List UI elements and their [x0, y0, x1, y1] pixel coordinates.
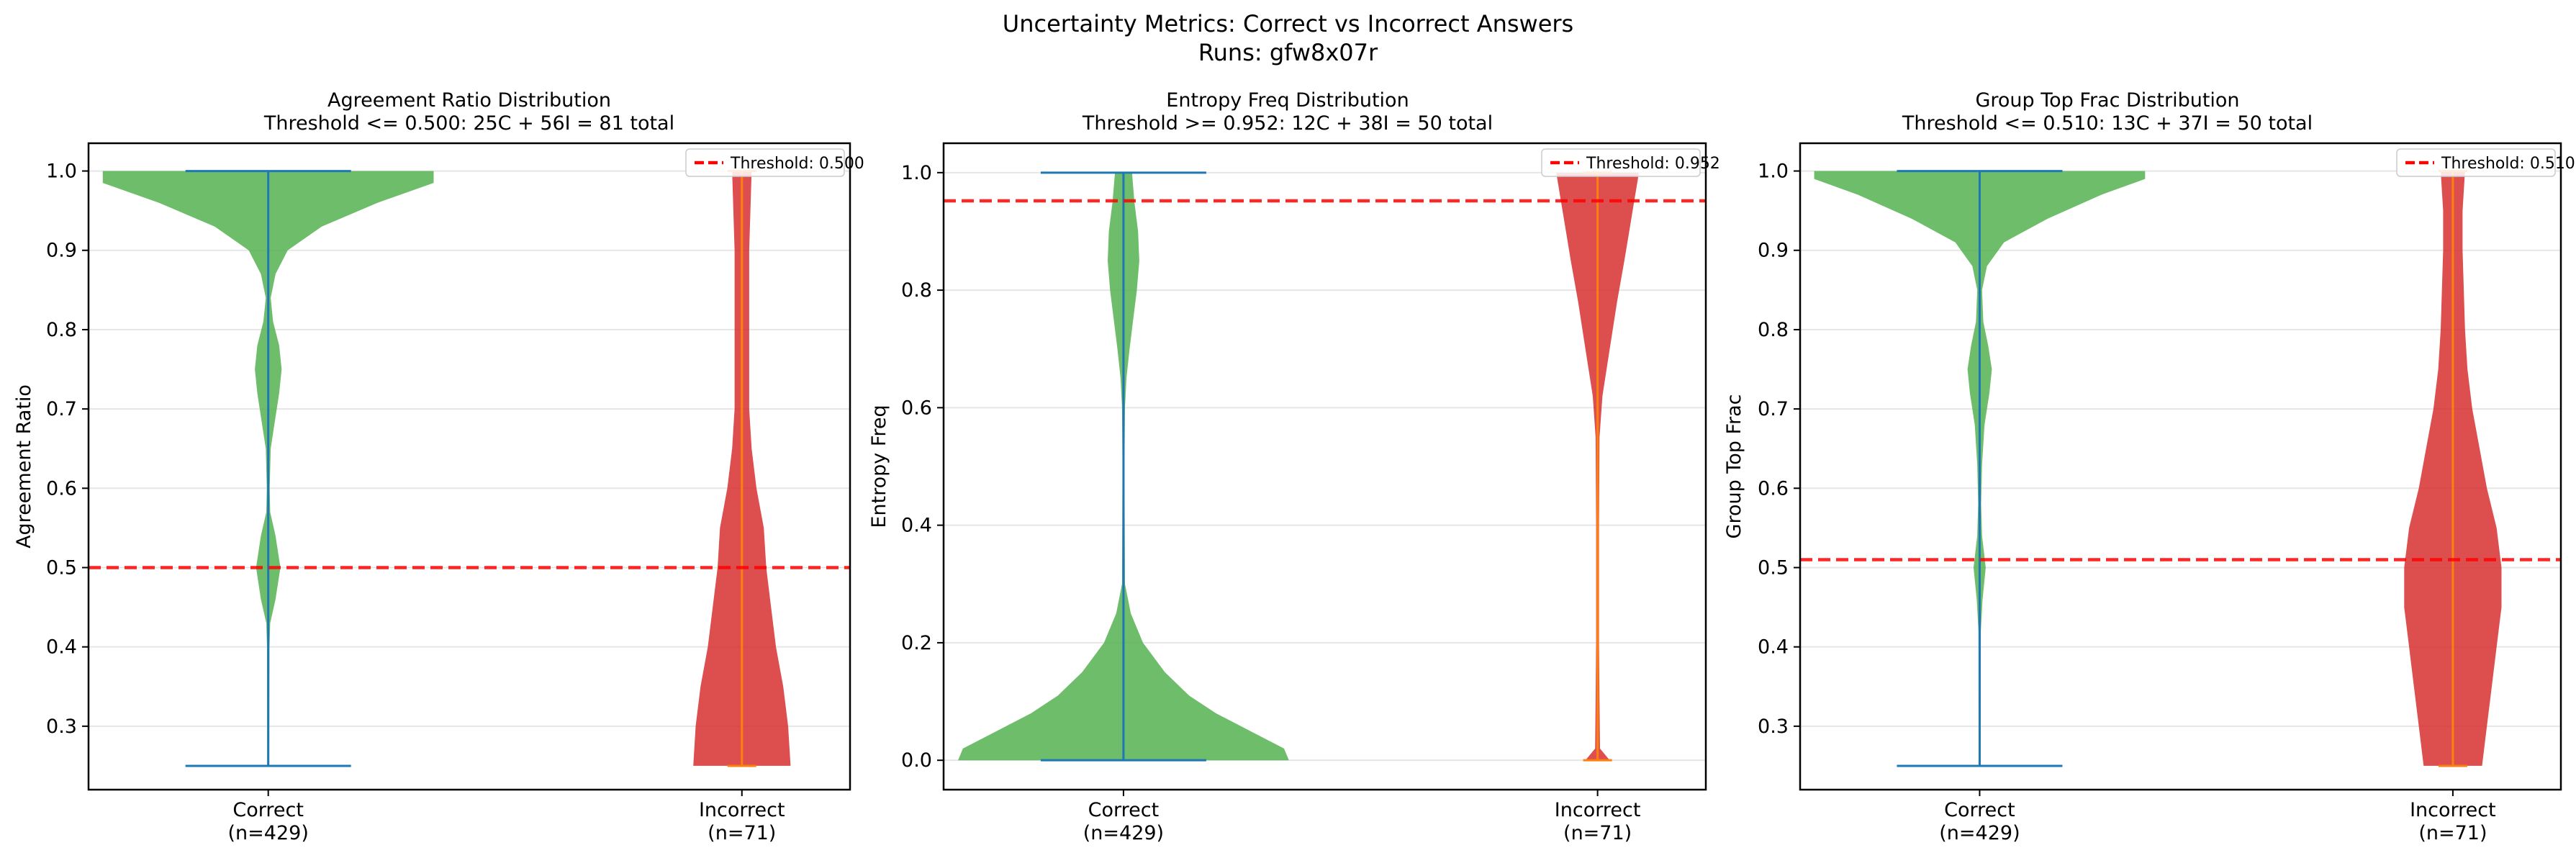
- panel-subtitle: Threshold <= 0.500: 25C + 56I = 81 total: [263, 112, 674, 135]
- y-tick-label: 0.9: [1758, 240, 1789, 262]
- y-tick-label: 0.9: [46, 240, 77, 262]
- y-tick-label: 0.4: [1758, 636, 1789, 659]
- plot-area: 0.0 0.2 0.4 0.6 0.8 1.0 Correct(n=429) Incorrec…: [901, 142, 1720, 844]
- y-tick-label: 0.6: [46, 477, 77, 500]
- y-tick-label: 0.3: [1758, 716, 1789, 738]
- group-top-frac-panel: Group Top Frac Distribution Threshold <=…: [1723, 89, 2575, 844]
- y-axis-label: Group Top Frac: [1723, 394, 1745, 539]
- y-tick-label: 0.2: [901, 632, 932, 654]
- y-tick-label: 0.8: [901, 279, 932, 302]
- axes-frame: [1799, 142, 2562, 791]
- y-tick-label: 0.5: [46, 556, 77, 579]
- legend-box: [1541, 148, 1701, 177]
- y-tick-label: 0.7: [1758, 398, 1789, 420]
- plot-area: 0.3 0.4 0.5 0.6 0.7 0.8 0.9 1.0 Correct(n=429) In…: [1758, 142, 2575, 844]
- figure-title: Uncertainty Metrics: Correct vs Incorrec…: [1003, 10, 1573, 37]
- y-tick-label: 0.4: [901, 515, 932, 537]
- entropy-freq-panel: Entropy Freq Distribution Threshold >= 0…: [868, 89, 1720, 844]
- legend-label: Threshold: 0.500: [730, 155, 864, 173]
- y-tick-label: 0.8: [1758, 319, 1789, 341]
- x-tick-label: Correct: [1088, 799, 1160, 821]
- y-tick-label: 1.0: [1758, 161, 1789, 183]
- panel-subtitle: Threshold <= 0.510: 13C + 37I = 50 total: [1902, 112, 2313, 135]
- x-tick-label: Incorrect: [2410, 799, 2496, 821]
- y-axis-label: Entropy Freq: [868, 405, 890, 528]
- x-tick-label: (n=71): [2418, 822, 2487, 844]
- agreement-ratio-panel: Agreement Ratio Distribution Threshold <…: [13, 89, 864, 844]
- x-tick-label: (n=71): [708, 822, 776, 844]
- axes-frame: [942, 142, 1707, 791]
- y-tick-label: 1.0: [901, 162, 932, 184]
- y-tick-label: 0.4: [46, 636, 77, 659]
- plot-area: 0.3 0.4 0.5 0.6 0.7 0.8 0.9 1.0 Correct(n=429) In…: [46, 142, 864, 844]
- axes-frame: [87, 142, 851, 791]
- y-tick-label: 0.6: [901, 397, 932, 419]
- legend-label: Threshold: 0.510: [2441, 155, 2575, 173]
- y-tick-label: 1.0: [46, 161, 77, 183]
- x-tick-label: Incorrect: [699, 799, 785, 821]
- y-tick-label: 0.8: [46, 319, 77, 341]
- figure-subtitle: Runs: gfw8x07r: [1198, 39, 1378, 66]
- y-tick-label: 0.6: [1758, 477, 1789, 500]
- panel-title: Entropy Freq Distribution: [1166, 89, 1409, 112]
- x-tick-label: (n=429): [228, 822, 309, 844]
- y-axis-label: Agreement Ratio: [13, 384, 35, 549]
- x-tick-label: Correct: [1944, 799, 2015, 821]
- y-tick-label: 0.0: [901, 749, 932, 772]
- y-tick-label: 0.7: [46, 398, 77, 420]
- x-tick-label: (n=429): [1083, 822, 1164, 844]
- panel-subtitle: Threshold >= 0.952: 12C + 38I = 50 total: [1082, 112, 1493, 135]
- y-tick-label: 0.3: [46, 716, 77, 738]
- x-tick-label: Incorrect: [1555, 799, 1641, 821]
- x-tick-label: Correct: [232, 799, 304, 821]
- legend-label: Threshold: 0.952: [1586, 155, 1720, 173]
- legend-box: [2396, 148, 2556, 177]
- panel-title: Agreement Ratio Distribution: [327, 89, 611, 112]
- x-tick-label: (n=71): [1563, 822, 1632, 844]
- y-tick-label: 0.5: [1758, 556, 1789, 579]
- panel-title: Group Top Frac Distribution: [1975, 89, 2239, 112]
- legend-box: [685, 148, 845, 177]
- x-tick-label: (n=429): [1939, 822, 2020, 844]
